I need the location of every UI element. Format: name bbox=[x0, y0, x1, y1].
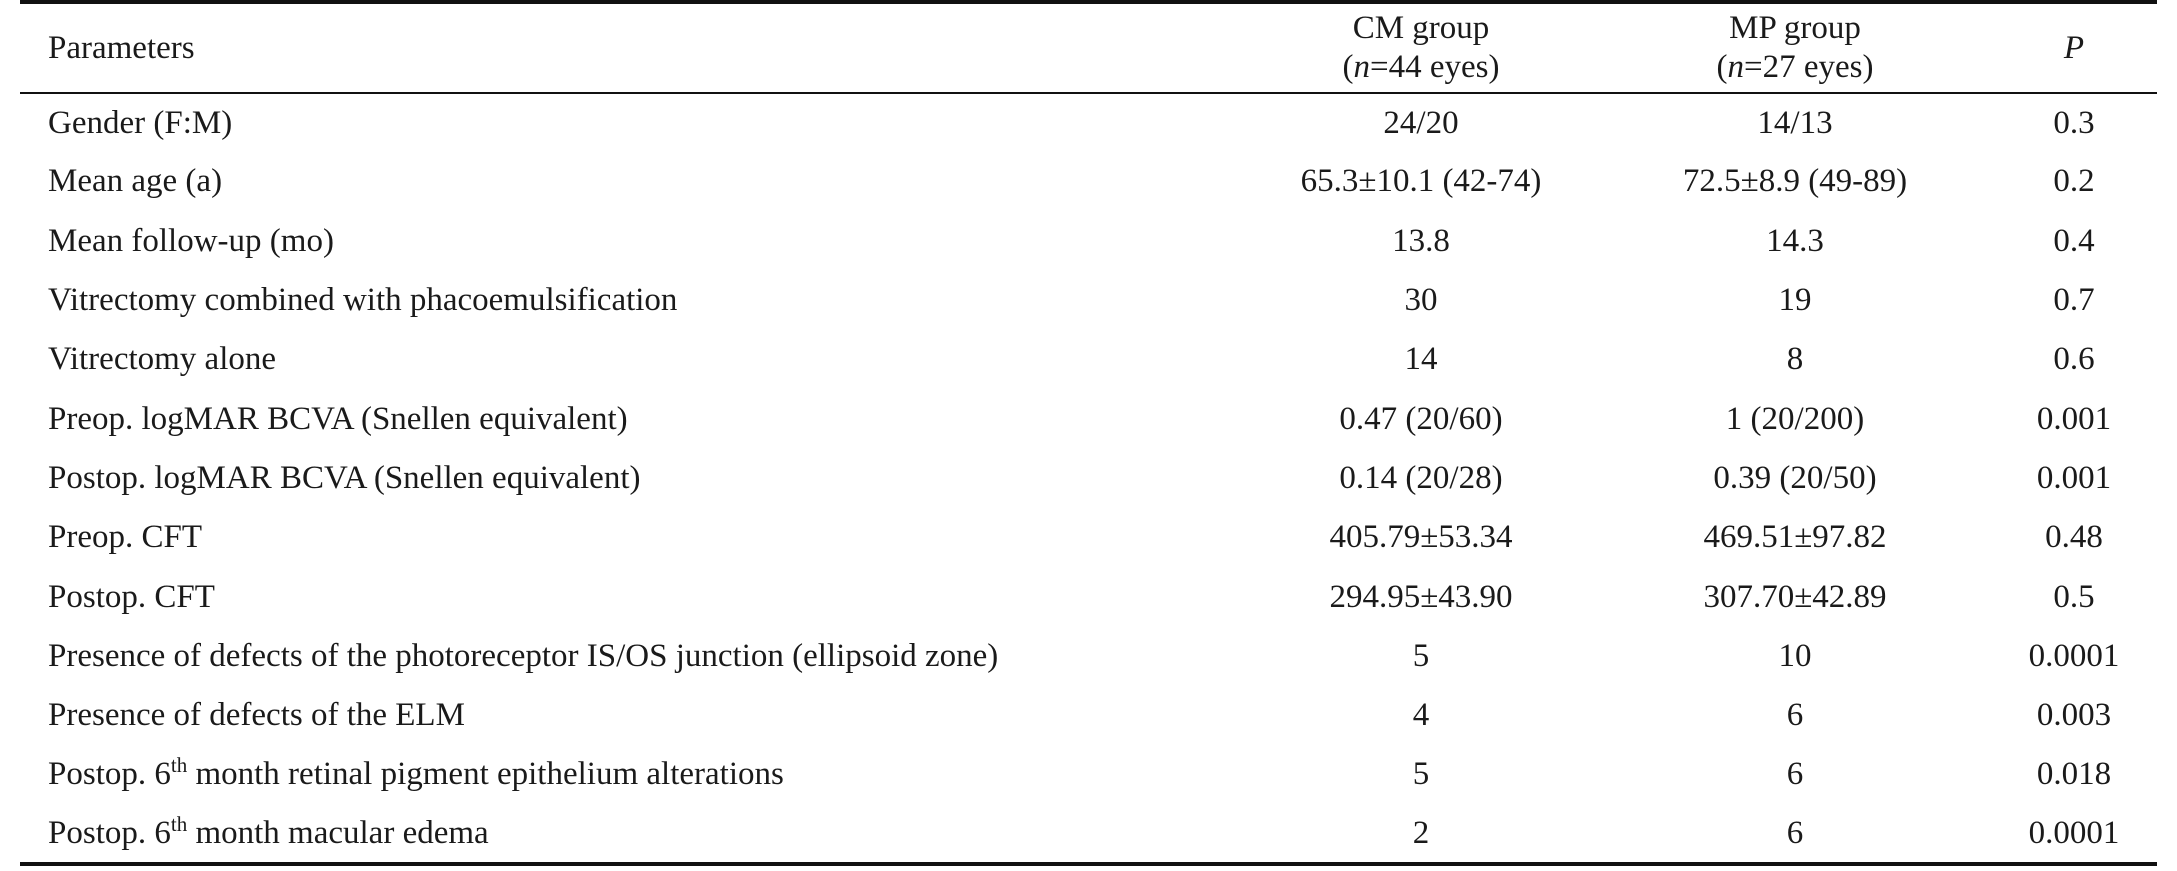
header-cm-n-value: =44 eyes bbox=[1370, 49, 1489, 85]
row-p-value: 0.6 bbox=[2053, 341, 2095, 378]
row-mp-value: 6 bbox=[1786, 756, 1804, 793]
header-row: Parameters CM group (n=44 eyes) MP group… bbox=[20, 0, 2157, 94]
row-parameter: Postop. 6th month macular edema bbox=[20, 804, 1243, 866]
header-cm-group-title: CM group bbox=[1352, 10, 1490, 47]
row-parameter-prefix: Postop. 6 bbox=[48, 814, 171, 851]
table-row: Gender (F:M) 24/20 14/13 0.3 bbox=[20, 93, 2157, 152]
row-parameter: Mean age (a) bbox=[48, 163, 223, 200]
row-parameter: Gender (F:M) bbox=[48, 104, 233, 141]
header-mp-n-symbol: n bbox=[1727, 49, 1745, 85]
header-p-value: P bbox=[1991, 0, 2157, 94]
row-p-value: 0.018 bbox=[2036, 756, 2112, 793]
row-parameter-suffix: month retinal pigment epithelium alterat… bbox=[187, 756, 784, 793]
row-mp-value: 0.39 (20/50) bbox=[1713, 459, 1877, 496]
row-parameter: Preop. CFT bbox=[48, 519, 203, 556]
row-mp-value: 1 (20/200) bbox=[1725, 400, 1865, 437]
header-cm-group: CM group (n=44 eyes) bbox=[1243, 0, 1599, 94]
row-mp-value: 14/13 bbox=[1757, 104, 1833, 141]
row-cm-value: 24/20 bbox=[1383, 104, 1459, 141]
row-cm-value: 13.8 bbox=[1392, 222, 1450, 259]
row-p-value: 0.0001 bbox=[1991, 804, 2157, 866]
table-body: Gender (F:M) 24/20 14/13 0.3 Mean age (a… bbox=[20, 93, 2157, 866]
row-mp-value: 10 bbox=[1778, 637, 1812, 674]
table-row: Presence of defects of the ELM 4 6 0.003 bbox=[20, 686, 2157, 745]
table-row: Mean age (a) 65.3±10.1 (42-74) 72.5±8.9 … bbox=[20, 152, 2157, 211]
row-mp-value: 6 bbox=[1786, 697, 1804, 734]
table-row: Vitrectomy alone 14 8 0.6 bbox=[20, 330, 2157, 389]
table-row: Postop. logMAR BCVA (Snellen equivalent)… bbox=[20, 449, 2157, 508]
row-mp-value: 6 bbox=[1599, 804, 1991, 866]
table-row: Postop. 6th month macular edema 2 6 0.00… bbox=[20, 804, 2157, 866]
row-cm-value: 0.14 (20/28) bbox=[1339, 459, 1503, 496]
comparison-table: Parameters CM group (n=44 eyes) MP group… bbox=[20, 0, 2157, 866]
row-cm-value: 4 bbox=[1412, 697, 1430, 734]
row-mp-value: 19 bbox=[1778, 282, 1812, 319]
row-cm-value: 2 bbox=[1243, 804, 1599, 866]
row-p-value: 0.7 bbox=[2053, 282, 2095, 319]
row-mp-value: 72.5±8.9 (49-89) bbox=[1682, 163, 1908, 200]
row-parameter: Vitrectomy combined with phacoemulsifica… bbox=[48, 282, 678, 319]
row-parameter: Postop. 6th month retinal pigment epithe… bbox=[20, 745, 1243, 804]
header-mp-n-value: =27 eyes bbox=[1744, 49, 1863, 85]
row-parameter: Presence of defects of the photoreceptor… bbox=[48, 637, 999, 674]
table-row: Mean follow-up (mo) 13.8 14.3 0.4 bbox=[20, 212, 2157, 271]
row-parameter: Presence of defects of the ELM bbox=[48, 697, 465, 734]
table-row: Preop. logMAR BCVA (Snellen equivalent) … bbox=[20, 389, 2157, 448]
table-row: Presence of defects of the photoreceptor… bbox=[20, 627, 2157, 686]
table-row: Postop. 6th month retinal pigment epithe… bbox=[20, 745, 2157, 804]
table-header: Parameters CM group (n=44 eyes) MP group… bbox=[20, 0, 2157, 94]
header-mp-group-count: (n=27 eyes) bbox=[1716, 49, 1874, 85]
row-cm-value: 0.47 (20/60) bbox=[1339, 400, 1503, 437]
row-p-value: 0.4 bbox=[2053, 222, 2095, 259]
header-cm-n-symbol: n bbox=[1353, 49, 1371, 85]
row-p-value: 0.0001 bbox=[2028, 637, 2120, 674]
header-mp-group: MP group (n=27 eyes) bbox=[1599, 0, 1991, 94]
row-cm-value: 5 bbox=[1412, 756, 1430, 793]
row-cm-value: 65.3±10.1 (42-74) bbox=[1300, 163, 1542, 200]
row-parameter: Mean follow-up (mo) bbox=[48, 222, 334, 259]
row-cm-value: 294.95±43.90 bbox=[1329, 578, 1513, 615]
row-p-value: 0.2 bbox=[2053, 163, 2095, 200]
row-parameter-prefix: Postop. 6 bbox=[48, 756, 171, 793]
row-cm-value: 5 bbox=[1412, 637, 1430, 674]
row-mp-value: 469.51±97.82 bbox=[1703, 519, 1887, 556]
row-parameter-suffix: month macular edema bbox=[187, 814, 489, 851]
row-parameter: Postop. CFT bbox=[48, 578, 215, 615]
row-p-value: 0.001 bbox=[2036, 459, 2112, 496]
row-p-value: 0.48 bbox=[2045, 519, 2103, 556]
table-row: Postop. CFT 294.95±43.90 307.70±42.89 0.… bbox=[20, 567, 2157, 626]
row-cm-value: 30 bbox=[1404, 282, 1438, 319]
row-parameter: Postop. logMAR BCVA (Snellen equivalent) bbox=[48, 459, 641, 496]
row-mp-value: 307.70±42.89 bbox=[1703, 578, 1887, 615]
row-parameter-superscript: th bbox=[170, 753, 188, 778]
row-mp-value: 8 bbox=[1786, 341, 1804, 378]
row-p-value: 0.3 bbox=[2053, 104, 2095, 141]
header-parameters: Parameters bbox=[20, 0, 1243, 94]
table-row: Preop. CFT 405.79±53.34 469.51±97.82 0.4… bbox=[20, 508, 2157, 567]
row-cm-value: 405.79±53.34 bbox=[1329, 519, 1513, 556]
row-mp-value: 14.3 bbox=[1766, 222, 1824, 259]
row-parameter: Preop. logMAR BCVA (Snellen equivalent) bbox=[48, 400, 628, 437]
header-cm-group-count: (n=44 eyes) bbox=[1342, 49, 1500, 85]
header-mp-group-title: MP group bbox=[1729, 10, 1861, 47]
row-parameter: Vitrectomy alone bbox=[48, 341, 277, 378]
row-cm-value: 14 bbox=[1404, 341, 1438, 378]
row-p-value: 0.5 bbox=[2053, 578, 2095, 615]
table-row: Vitrectomy combined with phacoemulsifica… bbox=[20, 271, 2157, 330]
row-p-value: 0.001 bbox=[2036, 400, 2112, 437]
row-parameter-superscript: th bbox=[170, 811, 188, 836]
row-p-value: 0.003 bbox=[2036, 697, 2112, 734]
